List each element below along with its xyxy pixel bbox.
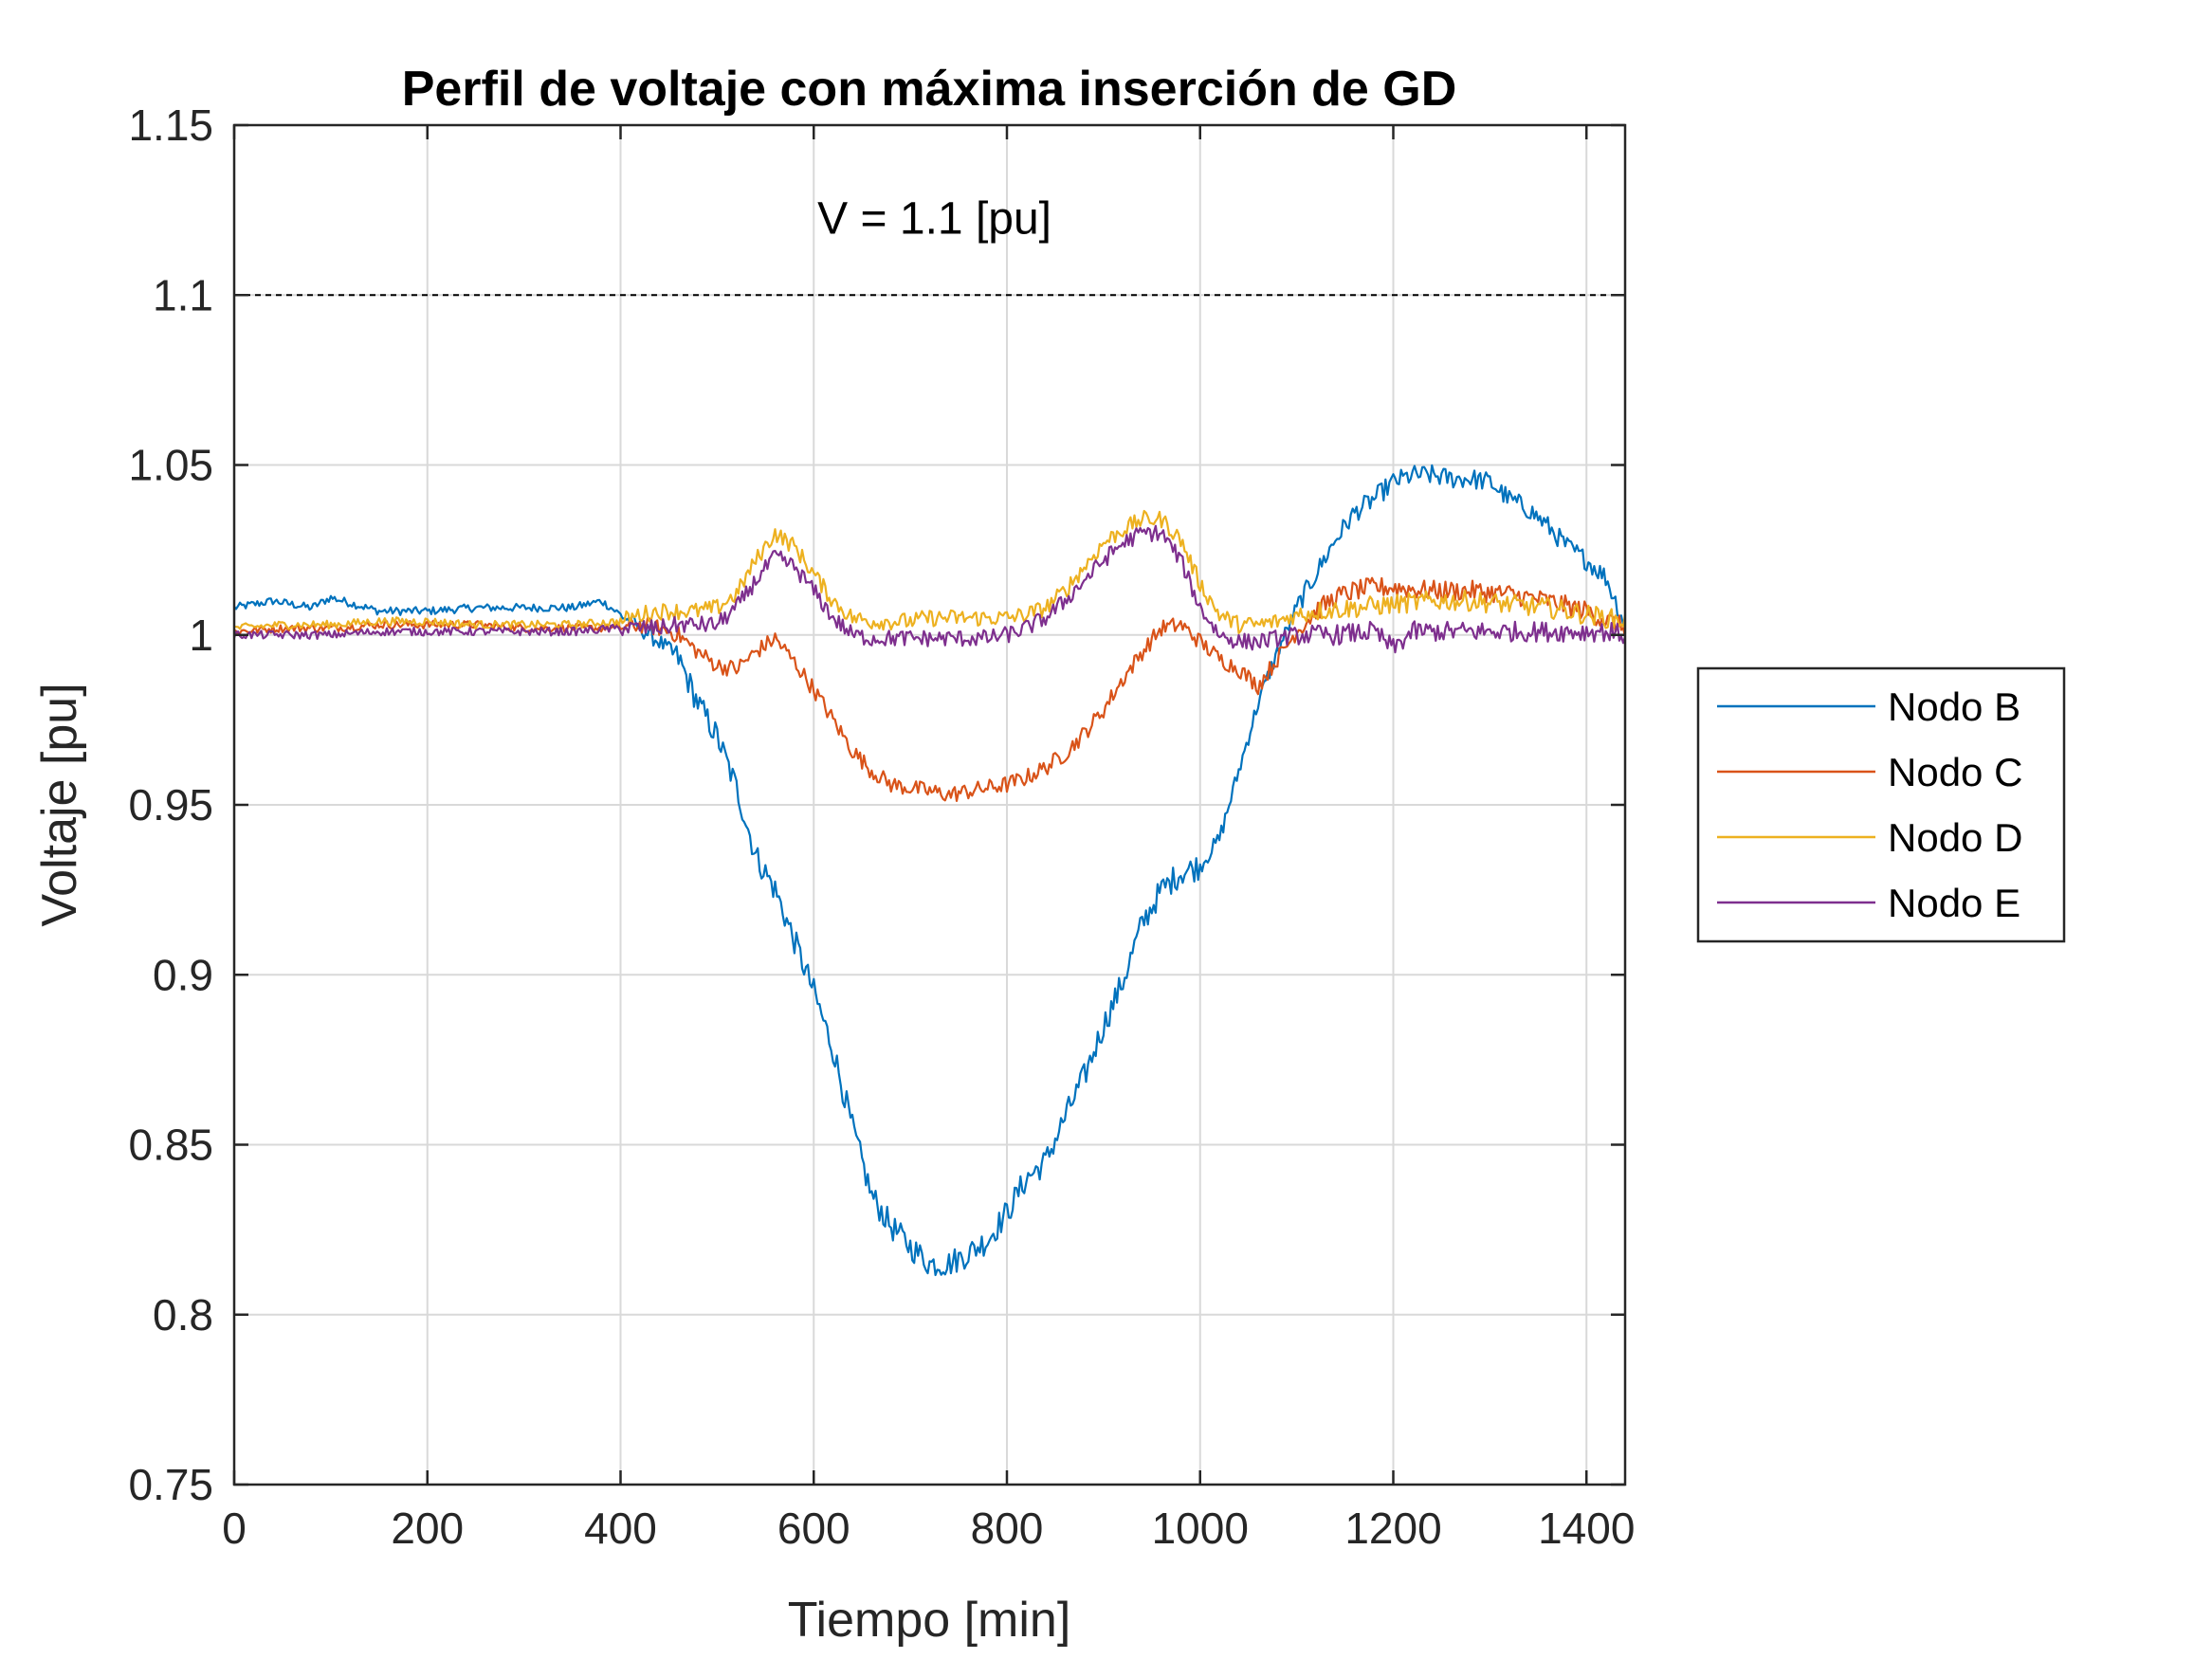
y-tick-label: 1.05 (128, 441, 213, 490)
x-tick-label: 1200 (1344, 1504, 1441, 1553)
legend-label: Nodo E (1888, 881, 2020, 925)
x-tick-label: 400 (584, 1504, 657, 1553)
legend-label: Nodo B (1888, 684, 2020, 729)
x-axis-label: Tiempo [min] (788, 1593, 1071, 1648)
y-tick-label: 1.1 (153, 270, 213, 319)
series-line-nodo-d (233, 509, 1627, 635)
reference-line-label: V = 1.1 [pu] (817, 194, 1051, 245)
y-tick-label: 0.8 (153, 1290, 213, 1340)
y-tick-labels: 0.75 0.8 0.85 0.9 0.95 1 1.05 1.1 1.15 (128, 100, 213, 1509)
series-line-nodo-c (233, 576, 1627, 803)
legend-box (1696, 666, 2066, 943)
legend-label: Nodo C (1888, 750, 2022, 794)
x-tick-label: 1000 (1152, 1504, 1249, 1553)
legend-label: Nodo D (1888, 815, 2022, 860)
series-line-nodo-b (233, 464, 1626, 1277)
y-tick-label: 0.95 (128, 780, 213, 830)
chart-title: Perfil de voltaje con máxima inserción d… (402, 62, 1457, 117)
x-tick-labels: 0 200 400 600 800 1000 1200 1400 (222, 1504, 1635, 1553)
x-tick-label: 800 (971, 1504, 1044, 1553)
y-tick-label: 0.85 (128, 1121, 213, 1170)
legend-items: Nodo B Nodo C Nodo D Nodo E (1717, 684, 2022, 925)
plot-frame (232, 123, 1627, 1486)
legend[interactable]: Nodo B Nodo C Nodo D Nodo E (1696, 666, 2066, 943)
y-axis-label: Voltaje [pu] (32, 683, 87, 926)
x-tick-label: 600 (777, 1504, 850, 1553)
series-group (232, 464, 1627, 1277)
y-tick-label: 0.75 (128, 1460, 213, 1509)
y-tick-label: 1.15 (128, 100, 213, 150)
y-tick-label: 1 (189, 611, 213, 660)
series-line-nodo-e (232, 524, 1627, 654)
x-tick-label: 200 (391, 1504, 464, 1553)
y-tick-label: 0.9 (153, 950, 213, 999)
x-tick-label: 1400 (1538, 1504, 1635, 1553)
x-tick-label: 0 (222, 1504, 247, 1553)
